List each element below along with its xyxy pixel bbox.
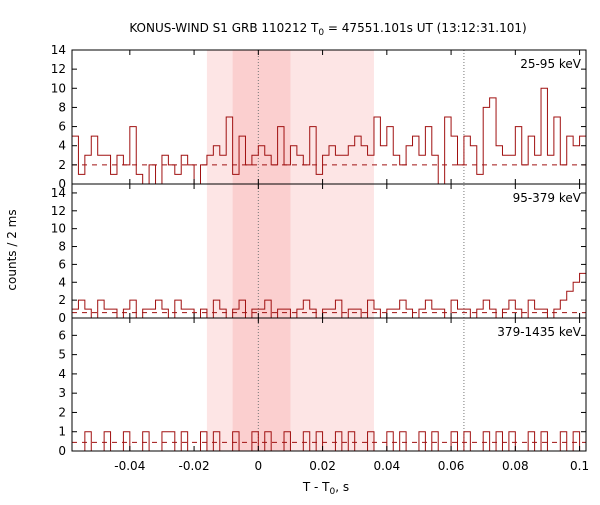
panel-95-379-kev-ytick-label-6: 6 [58, 257, 66, 271]
panel-95-379-kev-histogram [72, 272, 586, 319]
panel-95-379-kev-ytick-label-4: 4 [58, 275, 66, 289]
panel-95-379-kev-ytick-label-2: 2 [58, 293, 66, 307]
panel-95-379-kev-ytick-label-8: 8 [58, 240, 66, 254]
shaded-interval-inner [232, 50, 291, 451]
panel-379-1435-kev-band-label: 379-1435 keV [497, 325, 581, 339]
panel-379-1435-kev-ytick-label-6: 6 [58, 328, 66, 342]
y-axis-label: counts / 2 ms [5, 209, 19, 290]
panel-25-95-kev-ytick-label-0: 0 [58, 177, 66, 191]
chart-title: KONUS-WIND S1 GRB 110212 T0 = 47551.101s… [129, 21, 526, 38]
panel-95-379-kev-ytick-label-0: 0 [58, 311, 66, 325]
panel-25-95-kev-ytick-label-2: 2 [58, 158, 66, 172]
xtick-label-0-04: 0.04 [373, 459, 400, 473]
panel-379-1435-kev: 0 1 2 3 4 5 6 379-1435 keV [58, 317, 587, 458]
chart-title-prefix: KONUS-WIND S1 GRB 110212 T [129, 21, 319, 35]
panel-95-379-kev-ytick-label-12: 12 [51, 204, 66, 218]
panel-379-1435-kev-ytick-label-0: 0 [58, 444, 66, 458]
chart-title-suffix: = 47551.101s UT (13:12:31.101) [324, 21, 527, 35]
xtick-label-0-02: -0.02 [179, 459, 210, 473]
panel-95-379-kev-ytick-label-14: 14 [51, 186, 66, 200]
xtick-label-0-06: 0.06 [438, 459, 465, 473]
panel-25-95-kev-band-label: 25-95 keV [520, 57, 582, 71]
x-axis-label-suffix: , s [335, 480, 349, 494]
panel-379-1435-kev-histogram [72, 431, 586, 452]
panel-379-1435-kev-ytick-label-1: 1 [58, 425, 66, 439]
panel-25-95-kev-ytick-label-14: 14 [51, 43, 66, 57]
x-axis-label: T - T0, s [302, 480, 349, 497]
panel-25-95-kev-ytick-label-8: 8 [58, 100, 66, 114]
panel-95-379-kev-ytick-label-10: 10 [51, 222, 66, 236]
panel-25-95-kev-ytick-label-4: 4 [58, 139, 66, 153]
xtick-label-0-04: -0.04 [114, 459, 145, 473]
panel-379-1435-kev-frame [71, 317, 587, 452]
panel-95-379-kev-band-label: 95-379 keV [513, 191, 582, 205]
panel-25-95-kev-ytick-label-6: 6 [58, 120, 66, 134]
xtick-label-0-08: 0.08 [502, 459, 529, 473]
panel-379-1435-kev-ytick-label-4: 4 [58, 367, 66, 381]
chart-title-subscript: 0 [318, 28, 324, 38]
panel-379-1435-kev-ytick-label-5: 5 [58, 348, 66, 362]
panel-25-95-kev-ytick-label-10: 10 [51, 81, 66, 95]
panel-25-95-kev-ytick-label-12: 12 [51, 62, 66, 76]
x-axis-label-subscript: 0 [330, 487, 336, 497]
xtick-label-0-02: 0.02 [309, 459, 336, 473]
panel-379-1435-kev-ytick-label-3: 3 [58, 386, 66, 400]
panel-95-379-kev: 0 2 4 6 8 10 12 14 95-379 keV [51, 183, 587, 325]
xtick-label-0: 0 [255, 459, 263, 473]
x-axis-label-prefix: T - T [302, 480, 330, 494]
xtick-label-0-1: 0.1 [570, 459, 589, 473]
panel-379-1435-kev-ytick-label-2: 2 [58, 405, 66, 419]
